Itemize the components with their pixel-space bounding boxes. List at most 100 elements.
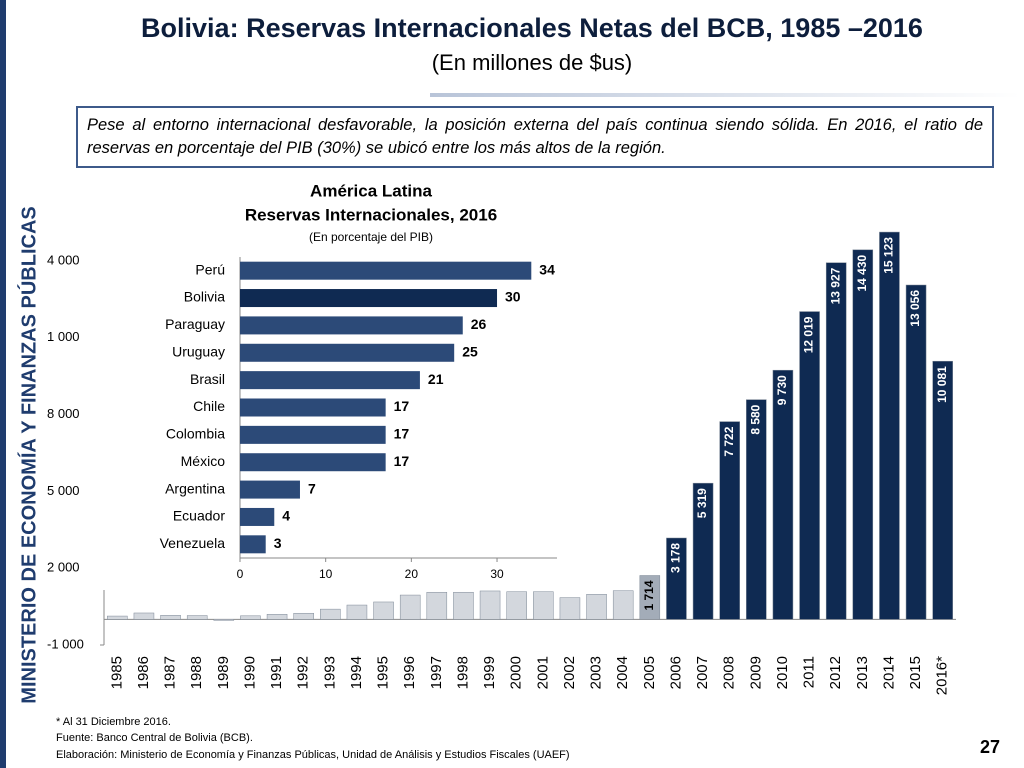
x-tick-label: 2011 <box>801 656 818 688</box>
footnote: Fuente: Banco Central de Bolivia (BCB). <box>56 732 253 744</box>
bar <box>399 594 421 620</box>
y-tick-label: -1 000 <box>47 636 84 651</box>
sidebar-strip <box>0 0 6 768</box>
inset-subtitle: (En porcentaje del PIB) <box>309 230 433 244</box>
bar <box>240 343 455 362</box>
page-number: 27 <box>980 737 1000 757</box>
value-label: 15 123 <box>882 237 896 274</box>
bar <box>320 608 341 620</box>
x-tick-label: 1989 <box>215 656 232 689</box>
slide-title: Bolivia: Reservas Internacionales Netas … <box>141 13 923 43</box>
value-label: 17 <box>394 398 410 414</box>
x-tick-label: 1988 <box>188 656 205 689</box>
x-tick-label: 2016* <box>934 656 951 695</box>
inset-title: Reservas Internacionales, 2016 <box>245 205 497 224</box>
bar <box>479 590 501 620</box>
x-tick-label: 1995 <box>375 656 392 689</box>
bar <box>160 615 181 620</box>
bar <box>506 591 527 620</box>
bar <box>266 614 288 620</box>
note-box: Pese al entorno internacional desfavorab… <box>76 106 994 168</box>
x-tick-label: 2013 <box>854 656 871 689</box>
category-label: Paraguay <box>165 316 225 332</box>
footnote: Elaboración: Ministerio de Economía y Fi… <box>56 749 570 761</box>
sidebar-text: MINISTERIO DE ECONOMÍA Y FINANZAS PÚBLIC… <box>16 206 40 703</box>
x-tick-label: 2001 <box>534 656 551 689</box>
x-tick-label: 1985 <box>108 656 125 689</box>
bar <box>426 591 448 620</box>
value-label: 25 <box>462 343 478 359</box>
x-tick-label: 0 <box>237 567 244 581</box>
bar <box>240 507 275 526</box>
bar <box>612 590 634 620</box>
category-label: Brasil <box>190 371 225 387</box>
y-tick-label: 5 000 <box>47 483 80 498</box>
value-label: 17 <box>394 426 410 442</box>
category-label: Ecuador <box>173 508 225 524</box>
bar <box>133 612 155 620</box>
x-tick-label: 1987 <box>162 656 179 689</box>
footnote: * Al 31 Diciembre 2016. <box>56 716 171 728</box>
x-tick-label: 1997 <box>428 656 445 689</box>
value-label: 9 730 <box>775 375 789 405</box>
value-label: 1 714 <box>642 580 656 610</box>
y-tick-label: 2 000 <box>47 560 80 575</box>
bar <box>240 453 386 472</box>
value-label: 5 319 <box>695 488 709 518</box>
x-tick-label: 2012 <box>827 656 844 689</box>
category-label: Colombia <box>166 426 225 442</box>
value-label: 4 <box>282 508 290 524</box>
value-label: 17 <box>394 453 410 469</box>
value-label: 13 056 <box>908 290 922 327</box>
x-tick-label: 2015 <box>907 656 924 689</box>
bar <box>240 371 420 390</box>
bar <box>240 535 266 554</box>
bar <box>240 615 261 620</box>
x-tick-label: 1993 <box>321 656 338 689</box>
x-tick-label: 1991 <box>268 656 285 689</box>
x-tick-label: 2009 <box>747 656 764 689</box>
bar <box>932 360 953 620</box>
x-tick-label: 1990 <box>241 656 258 689</box>
bar <box>799 311 820 620</box>
value-label: 7 <box>308 480 316 496</box>
bar <box>905 284 927 620</box>
bar <box>852 249 874 620</box>
x-tick-label: 2006 <box>667 656 684 689</box>
bar <box>240 480 300 499</box>
header-rule <box>430 93 1020 97</box>
bar <box>559 597 581 620</box>
x-tick-label: 2004 <box>614 656 631 689</box>
category-label: Venezuela <box>160 535 226 551</box>
category-label: Argentina <box>165 480 225 496</box>
bar <box>772 369 794 620</box>
bar <box>879 231 900 620</box>
bar <box>692 482 714 620</box>
value-label: 26 <box>471 316 487 332</box>
x-tick-label: 1994 <box>348 656 365 689</box>
y-tick-label: 1 000 <box>47 329 80 344</box>
bar <box>240 261 532 280</box>
x-tick-label: 2002 <box>561 656 578 689</box>
bar <box>639 575 661 620</box>
value-label: 3 178 <box>669 543 683 573</box>
x-tick-label: 20 <box>405 567 419 581</box>
value-label: 12 019 <box>802 316 816 353</box>
y-tick-label: 8 000 <box>47 406 80 421</box>
slide-subtitle: (En millones de $us) <box>432 50 633 75</box>
bar <box>453 591 474 620</box>
bar <box>719 421 740 620</box>
value-label: 7 722 <box>722 426 736 456</box>
value-label: 8 580 <box>748 404 762 434</box>
x-tick-label: 1986 <box>135 656 152 689</box>
bar <box>825 262 847 620</box>
x-tick-label: 2003 <box>588 656 605 689</box>
x-tick-label: 2014 <box>880 656 897 689</box>
bar <box>240 398 386 417</box>
bar <box>213 619 235 621</box>
x-tick-label: 1992 <box>295 656 312 689</box>
value-label: 13 927 <box>828 267 842 304</box>
y-tick-label: 4 000 <box>47 252 80 267</box>
